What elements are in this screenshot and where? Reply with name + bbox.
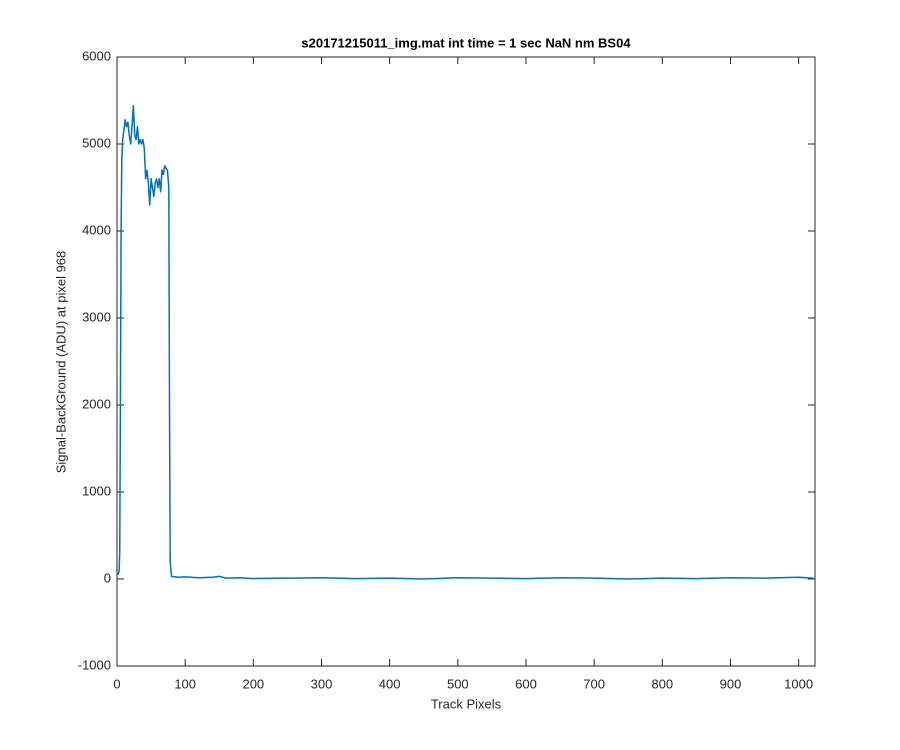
- x-tick-label: 200: [242, 676, 264, 691]
- y-tick-label: 3000: [82, 309, 111, 324]
- y-tick-label: 6000: [82, 48, 111, 63]
- x-tick-label: 500: [447, 676, 469, 691]
- y-tick-label: 2000: [82, 396, 111, 411]
- y-tick-label: 5000: [82, 135, 111, 150]
- x-tick-label: 600: [515, 676, 537, 691]
- x-tick-label: 0: [113, 676, 120, 691]
- x-tick-label: 1000: [784, 676, 813, 691]
- x-tick-label: 700: [583, 676, 605, 691]
- data-line: [117, 104, 816, 580]
- x-tick-label: 800: [651, 676, 673, 691]
- x-axis-label: Track Pixels: [431, 696, 502, 711]
- plot-frame: [116, 56, 816, 667]
- y-axis-label: Signal-BackGround (ADU) at pixel 968: [53, 251, 68, 474]
- x-tick-label: 100: [174, 676, 196, 691]
- y-tick-label: -1000: [78, 657, 111, 672]
- x-tick-label: 900: [720, 676, 742, 691]
- y-tick-label: 1000: [82, 483, 111, 498]
- y-tick-label: 4000: [82, 222, 111, 237]
- y-tick-label: 0: [104, 570, 111, 585]
- x-tick-label: 400: [379, 676, 401, 691]
- x-tick-label: 300: [311, 676, 333, 691]
- chart-title: s20171215011_img.mat int time = 1 sec Na…: [301, 35, 631, 50]
